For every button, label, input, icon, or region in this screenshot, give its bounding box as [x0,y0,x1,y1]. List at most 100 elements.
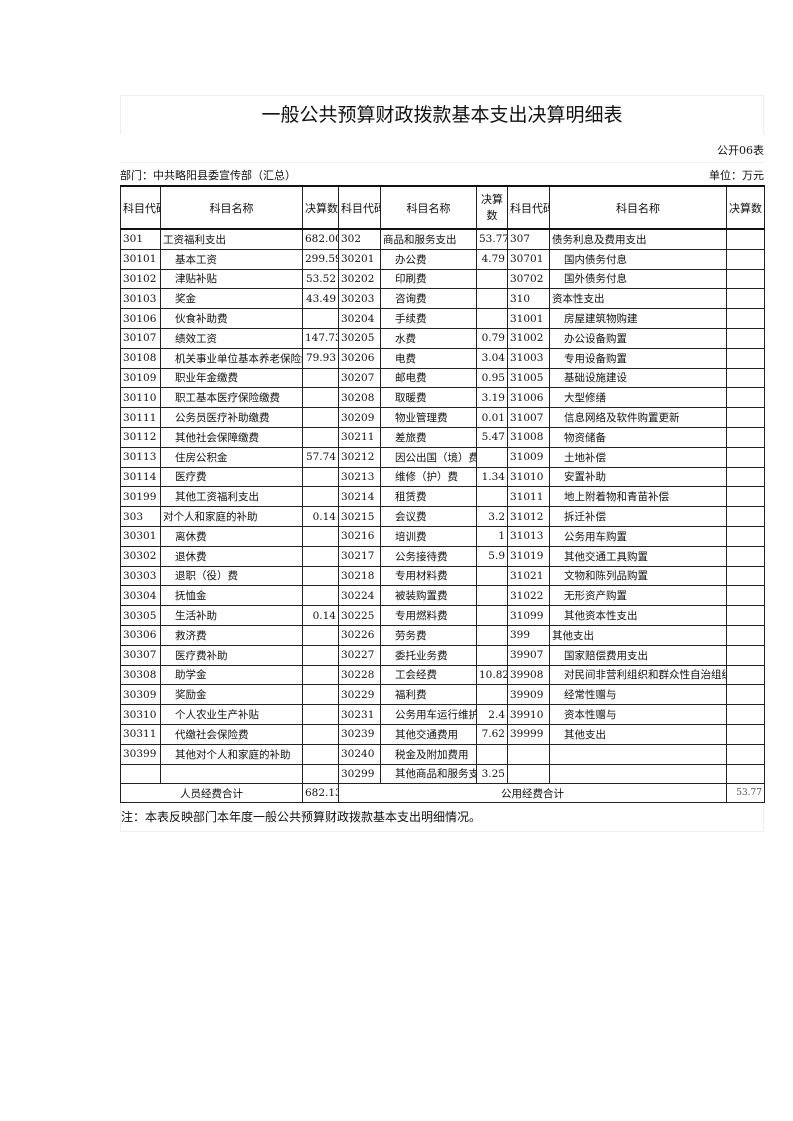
subject-code: 31007 [507,407,550,428]
subject-code: 30231 [338,704,381,725]
subject-code: 30209 [338,407,381,428]
subject-name: 会议费 [380,506,477,527]
subject-code: 30701 [507,248,550,270]
subject-code: 30227 [338,644,381,666]
final-amount: 5.47 [476,426,508,448]
table-row: 30303 退职（役）费 30218 专用材料费 31021 文物和陈列品购置 [120,565,765,587]
subject-name: 其他支出 [549,723,727,745]
table-row: 30304 抚恤金 30224 被装购置费 31022 无形资产购置 [120,585,765,607]
final-amount [302,367,339,389]
subject-name: 公务接待费 [380,545,477,567]
personnel-total-label: 人员经费合计 [120,783,303,804]
subject-code: 30201 [338,248,381,270]
subject-code: 302 [338,228,381,250]
subject-code: 30114 [120,466,161,488]
final-amount: 79.93 [302,347,339,369]
final-amount: 1 [476,525,508,547]
subject-name: 津贴补贴 [160,268,303,290]
final-amount [302,704,339,725]
subject-code: 30106 [120,308,161,329]
final-amount [302,426,339,448]
subject-name [160,763,303,785]
final-amount [726,684,765,706]
subject-name: 专用材料费 [380,565,477,587]
final-amount: 1.34 [476,466,508,488]
subject-code: 31003 [507,347,550,369]
subject-code: 30225 [338,605,381,626]
final-amount: 53.52 [302,268,339,290]
table-row: 30110 职工基本医疗保险缴费 30208 取暖费 3.19 31006 大型修缮 [120,387,765,409]
table-row: 303 对个人和家庭的补助 0.14 30215 会议费 3.2 31012 拆迁补偿 [120,506,765,527]
final-amount [726,308,765,329]
subject-name: 个人农业生产补贴 [160,704,303,725]
subject-name: 拆迁补偿 [549,506,727,527]
subject-code: 31006 [507,387,550,409]
final-amount [476,644,508,666]
final-amount [476,565,508,587]
subject-name: 取暖费 [380,387,477,409]
subject-name: 信息网络及软件购置更新 [549,407,727,428]
subject-name: 地上附着物和青苗补偿 [549,486,727,508]
subject-name: 土地补偿 [549,446,727,468]
column-header: 科目名称 [549,185,727,230]
final-amount [726,763,765,785]
final-amount [726,446,765,468]
subject-name: 生活补助 [160,605,303,626]
subject-name: 医疗费补助 [160,644,303,666]
final-amount [302,743,339,765]
subject-code: 30213 [338,466,381,488]
table-row: 30199 其他工资福利支出 30214 租赁费 31011 地上附着物和青苗补偿 [120,486,765,508]
table-row: 30112 其他社会保障缴费 30211 差旅费 5.47 31008 物资储备 [120,426,765,448]
personnel-total-value: 682.13 [302,783,339,804]
final-amount [726,347,765,369]
subject-code: 399 [507,624,550,646]
subject-code: 30702 [507,268,550,290]
final-amount [302,466,339,488]
totals-row: 人员经费合计 682.13 公用经费合计 53.77 [120,783,765,804]
subject-code: 31019 [507,545,550,567]
final-amount [726,288,765,310]
subject-name: 安置补助 [549,466,727,488]
subject-name: 税金及附加费用 [380,743,477,765]
subject-code: 31013 [507,525,550,547]
table-row: 30305 生活补助 0.14 30225 专用燃料费 31099 其他资本性支出 [120,605,765,626]
final-amount [726,644,765,666]
final-amount: 0.14 [302,506,339,527]
subject-code: 30305 [120,605,161,626]
subject-name: 公务用车购置 [549,525,727,547]
subject-name: 医疗费 [160,466,303,488]
report-title: 一般公共预算财政拨款基本支出决算明细表 [120,95,764,134]
subject-code: 30203 [338,288,381,310]
subject-name: 福利费 [380,684,477,706]
subject-name: 其他工资福利支出 [160,486,303,508]
table-row: 30309 奖励金 30229 福利费 39909 经常性赠与 [120,684,765,706]
subject-code: 30310 [120,704,161,725]
subject-code: 30306 [120,624,161,646]
subject-code: 30211 [338,426,381,448]
final-amount [726,723,765,745]
final-amount [726,486,765,508]
public-total-value: 53.77 [726,783,765,804]
subject-code: 30110 [120,387,161,409]
subject-code: 30399 [120,743,161,765]
final-amount [302,684,339,706]
final-amount [726,624,765,646]
final-amount: 4.79 [476,248,508,270]
subject-name: 物资储备 [549,426,727,448]
subject-code: 30204 [338,308,381,329]
subject-name: 机关事业单位基本养老保险缴费 [160,347,303,369]
subject-name [549,763,727,785]
subject-name: 奖金 [160,288,303,310]
subject-name: 邮电费 [380,367,477,389]
subject-name: 物业管理费 [380,407,477,428]
subject-code: 30240 [338,743,381,765]
subject-code: 30311 [120,723,161,745]
final-amount [726,704,765,725]
final-amount: 0.01 [476,407,508,428]
subject-code: 30206 [338,347,381,369]
subject-code: 30113 [120,446,161,468]
subject-code: 31099 [507,605,550,626]
table-row: 30109 职业年金缴费 30207 邮电费 0.95 31005 基础设施建设 [120,367,765,389]
subject-name: 专用设备购置 [549,347,727,369]
subject-name: 劳务费 [380,624,477,646]
